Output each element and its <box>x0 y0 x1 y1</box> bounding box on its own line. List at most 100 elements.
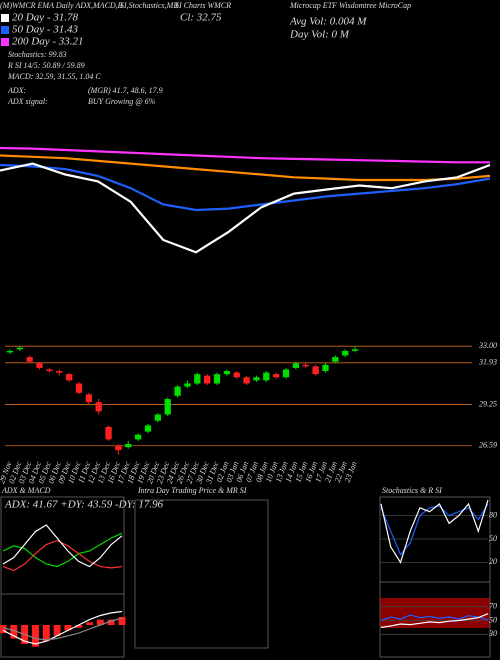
macd-bar <box>31 625 39 647</box>
stat-text: R SI 14/5: 50.89 / 59.89 <box>7 61 85 70</box>
candle-body <box>213 374 221 384</box>
rsi-band <box>380 598 490 628</box>
legend-label: 20 Day - 31.78 <box>12 12 78 24</box>
macd-bar <box>10 625 18 639</box>
stat-text: Stochastics: 99.83 <box>8 50 67 59</box>
candle-body <box>6 350 14 353</box>
candle-body <box>253 377 260 381</box>
series-line <box>380 613 489 628</box>
candle-body <box>144 425 152 432</box>
candle-body <box>194 374 201 384</box>
macd-bar <box>96 619 104 625</box>
legend-label: 50 Day - 31.43 <box>12 24 78 36</box>
candle-body <box>56 371 63 373</box>
series-line <box>2 532 123 568</box>
candle-body <box>36 363 43 368</box>
candle-body <box>312 366 319 375</box>
header-text: (M)WMCR EMA Daily ADX,MACD,B <box>0 1 123 10</box>
series-line <box>2 539 123 572</box>
y-tick-label: 33.00 <box>478 341 497 350</box>
candle-body <box>302 364 309 367</box>
legend-swatch <box>1 14 9 22</box>
candle-body <box>184 383 191 387</box>
y-tick-label: 30 <box>488 629 497 638</box>
candle-body <box>332 357 339 362</box>
candle-body <box>46 369 53 372</box>
panel-border <box>379 496 491 658</box>
y-tick-label: 50 <box>489 534 497 543</box>
panel-title: ADX & MACD <box>1 486 51 495</box>
candle-body <box>26 357 33 362</box>
header-text: SI Charts WMCR <box>175 1 231 10</box>
macd-bar <box>75 625 83 628</box>
legend-label: 200 Day - 33.21 <box>12 36 84 48</box>
y-tick-label: 50 <box>489 615 497 624</box>
panel-title: Stochastics & R SI <box>382 486 442 495</box>
stat-text: ADX signal: <box>7 97 48 106</box>
candle-body <box>233 372 240 378</box>
candle-body <box>351 349 359 351</box>
candle-body <box>273 374 280 378</box>
series-line <box>380 614 489 622</box>
candle-body <box>223 371 231 375</box>
avg-vol: Avg Vol: 0.004 M <box>289 16 367 28</box>
candle-body <box>263 372 270 381</box>
candle-body <box>95 402 102 412</box>
series-line <box>0 154 491 182</box>
y-tick-label: 31.93 <box>478 358 497 367</box>
header-text: SI,Stochastics,MR <box>120 1 178 10</box>
panel-border <box>0 496 125 658</box>
stat-text: ADX: <box>7 86 27 95</box>
candle-body <box>342 350 349 356</box>
panel-label: ADX: 41.67 +DY: 43.59 -DY: 17.96 <box>4 499 164 511</box>
y-tick-label: 26.59 <box>479 441 497 450</box>
panel-title: Intra Day Trading Price & MR SI <box>137 486 247 495</box>
header-text: Microcap ETF Wisdomtree MicroCap <box>289 1 411 10</box>
y-tick-label: 70 <box>489 602 497 611</box>
stat-text: (MGR) 41.7, 48.6, 17.9 <box>88 86 163 95</box>
stat-text: MACD: 32.59, 31.55, 1.04 C <box>7 72 101 81</box>
candle-body <box>164 399 171 415</box>
series-line <box>0 146 490 164</box>
candle-body <box>125 444 132 448</box>
day-vol: Day Vol: 0 M <box>289 29 350 41</box>
legend-swatch <box>1 26 9 34</box>
candle-body <box>203 375 211 384</box>
candle-body <box>75 383 83 393</box>
candle-body <box>115 445 122 451</box>
series-line <box>380 499 489 564</box>
panel-border <box>134 499 269 649</box>
candle-body <box>16 347 23 350</box>
candle-body <box>292 363 300 368</box>
macd-bar <box>42 625 50 642</box>
y-tick-label: 20 <box>489 557 497 566</box>
y-tick-label: 29.25 <box>479 399 497 408</box>
stat-text: BUY Growing @ 6% <box>88 97 156 106</box>
candle-body <box>174 386 181 396</box>
series-line <box>0 163 491 212</box>
candle-body <box>65 374 73 381</box>
series-line <box>2 524 123 568</box>
macd-bar <box>64 625 72 631</box>
series-line <box>2 610 123 645</box>
candle-body <box>85 394 92 403</box>
y-tick-label: 80 <box>489 510 497 519</box>
series-line <box>380 503 489 556</box>
candle-body <box>282 369 290 378</box>
candle-body <box>134 434 142 440</box>
legend-swatch <box>1 38 9 46</box>
macd-bar <box>0 625 7 634</box>
macd-bar <box>107 619 115 625</box>
close: Cl: 32.75 <box>180 12 222 24</box>
series-line <box>0 162 491 254</box>
series-line <box>2 617 123 641</box>
macd-bar <box>53 625 61 636</box>
macd-bar <box>118 616 126 625</box>
candle-body <box>154 414 162 421</box>
candle-body <box>322 364 329 372</box>
macd-bar <box>86 622 94 625</box>
candle-body <box>243 377 250 384</box>
candle-body <box>105 426 112 440</box>
